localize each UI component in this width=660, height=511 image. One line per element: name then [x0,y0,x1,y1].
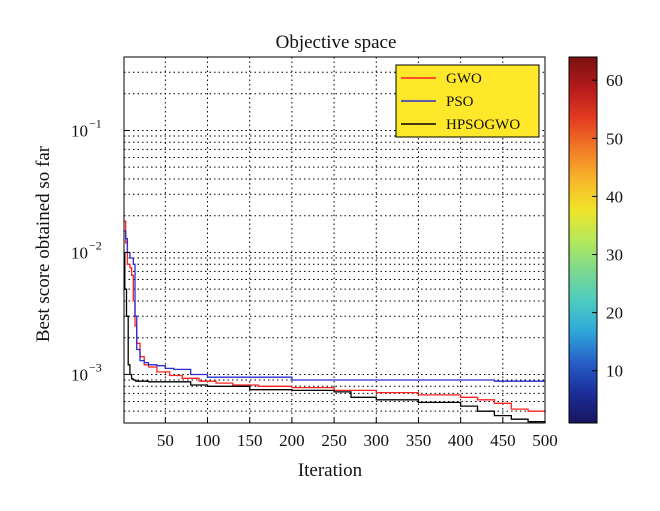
chart-title: Objective space [276,32,397,53]
x-tick-label: 50 [157,431,174,450]
y-tick-exponent: −3 [89,360,102,374]
y-tick-exponent: −2 [89,238,102,252]
colorbar-tick-label: 30 [606,246,623,265]
x-tick-label: 200 [279,431,305,450]
x-tick-label: 400 [448,431,474,450]
x-tick-label: 500 [532,431,558,450]
colorbar-tick-label: 60 [606,71,623,90]
x-tick-label: 350 [406,431,432,450]
x-tick-label: 150 [237,431,263,450]
y-axis-label: Best score obtained so far [33,145,54,342]
x-axis-ticks: 50 100 150 200 250 300 350 400 450 500 [157,418,558,450]
colorbar-tick-label: 20 [606,304,623,323]
x-tick-label: 300 [364,431,390,450]
x-axis-label: Iteration [298,460,363,481]
y-tick-label: 10 [71,243,88,262]
legend-label-gwo: GWO [446,71,482,87]
y-tick-label: 10 [71,365,88,384]
x-tick-label: 100 [195,431,221,450]
series-line-gwo [124,220,546,413]
colorbar: 10 20 30 40 50 60 [568,56,623,424]
series-lines [124,220,546,423]
y-tick-label: 10 [71,121,88,140]
legend-label-pso: PSO [446,94,474,110]
x-tick-label: 450 [490,431,516,450]
y-axis-ticks: 10−110−210−3 [71,116,130,384]
series-line-pso [124,230,545,382]
legend-label-hpsogwo: HPSOGWO [446,117,520,133]
x-tick-label: 250 [321,431,347,450]
series-line-hpsogwo [124,251,546,423]
colorbar-tick-label: 10 [606,362,623,381]
legend: GWO PSO HPSOGWO [395,64,540,138]
colorbar-gradient [568,56,598,424]
colorbar-tick-label: 40 [606,187,623,206]
colorbar-tick-label: 50 [606,129,623,148]
y-tick-exponent: −1 [89,116,102,130]
